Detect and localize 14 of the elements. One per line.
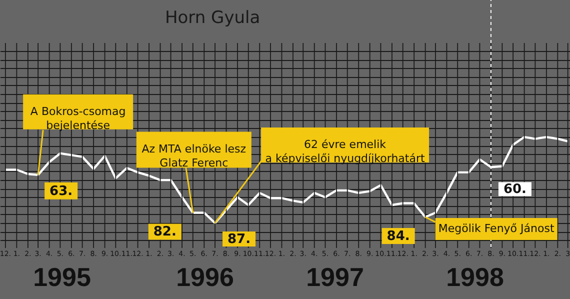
annotation: 60. [503,182,526,198]
annotation: 87. [228,232,251,248]
annotation: 84. [386,229,410,244]
annotation: A Bokros-csomag bejelentése [30,104,126,132]
text: 1995 [33,262,91,292]
annotation: 82. [153,224,176,240]
text: 1996 [176,262,234,292]
text: 1998 [446,262,504,292]
annotation: 63. [50,184,73,199]
chart-title: Horn Gyula [165,8,260,28]
annotation: Megölik Fenyő Jánost [438,222,555,236]
text: 1997 [306,262,364,292]
annotation: Az MTA elnöke lesz Glatz Ferenc [142,142,246,170]
annotation: 62 évre emelik a képviselői nyugdíjkorhatárt [265,138,426,166]
